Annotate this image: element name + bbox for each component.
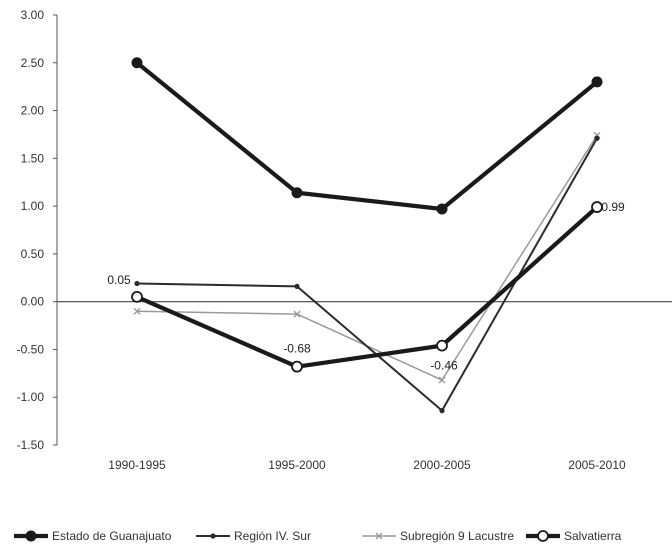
- data-point: [294, 283, 300, 289]
- legend-swatch-marker: [210, 533, 216, 539]
- legend-label: Estado de Guanajuato: [52, 529, 172, 543]
- series-line: [136, 205, 599, 369]
- data-point: [133, 307, 141, 315]
- series-line: [136, 134, 598, 381]
- y-axis: 3.00 2.50 2.00 1.50 1.00 0.50 0.00 -0.50 -1.00 -1…: [17, 8, 58, 452]
- legend-swatch-marker: [375, 532, 383, 540]
- data-label: 0.05: [107, 273, 131, 287]
- data-point: [436, 339, 448, 352]
- data-point: [131, 57, 143, 69]
- data-point: [131, 290, 143, 303]
- x-tick-label: 1990-1995: [108, 458, 166, 472]
- legend-entry: Subregión 9 Lacustre: [362, 529, 514, 543]
- series-line: [135, 61, 599, 212]
- series-layer: [131, 57, 603, 414]
- data-label: 0.99: [601, 200, 625, 214]
- legend-entry: Estado de Guanajuato: [14, 529, 172, 543]
- x-tick-label: 2000-2005: [413, 458, 471, 472]
- legend-entry: Región IV. Sur: [196, 529, 311, 543]
- y-tick-label: 1.00: [21, 199, 45, 213]
- y-tick-label: 2.50: [21, 56, 45, 70]
- data-point: [436, 203, 448, 215]
- y-tick-label: -1.50: [17, 438, 45, 452]
- data-point: [594, 135, 600, 141]
- y-tick-label: -0.50: [17, 342, 45, 356]
- y-tick-label: 3.00: [21, 8, 45, 22]
- series-2: [134, 135, 600, 414]
- data-point: [591, 76, 603, 88]
- legend-label: Región IV. Sur: [234, 529, 311, 543]
- data-label: -0.46: [430, 359, 458, 373]
- legend-swatch-marker: [537, 530, 549, 542]
- legend-label: Salvatierra: [564, 529, 622, 543]
- data-point: [591, 201, 603, 213]
- data-label: -0.68: [283, 342, 311, 356]
- y-tick-label: -1.00: [17, 390, 45, 404]
- x-tick-label: 2005-2010: [568, 458, 626, 472]
- y-tick-label: 0.00: [21, 295, 45, 309]
- y-tick-label: 2.00: [21, 104, 45, 118]
- x-axis-ticks: 1990-1995 1995-2000 2000-2005 2005-2010: [108, 458, 626, 472]
- data-point: [293, 310, 301, 318]
- data-point: [438, 376, 446, 384]
- series-line: [136, 137, 598, 412]
- series-1: [131, 57, 603, 215]
- data-labels: 0.05 -0.68 -0.46 0.99: [107, 200, 625, 373]
- legend-swatch-marker: [25, 530, 37, 542]
- data-point: [291, 187, 303, 199]
- data-point: [439, 408, 445, 414]
- data-point: [291, 360, 303, 373]
- legend-entry: Salvatierra: [526, 529, 622, 543]
- y-tick-label: 0.50: [21, 247, 45, 261]
- series-4: [131, 201, 603, 373]
- x-tick-label: 1995-2000: [268, 458, 326, 472]
- data-point: [134, 280, 140, 287]
- y-tick-label: 1.50: [21, 151, 45, 165]
- legend-label: Subregión 9 Lacustre: [400, 529, 514, 543]
- legend: Estado de Guanajuato Región IV. Sur Subreg…: [14, 529, 622, 543]
